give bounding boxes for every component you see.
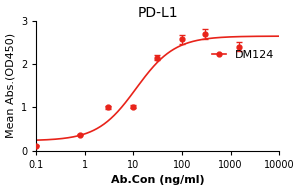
Title: PD-L1: PD-L1 (137, 6, 178, 19)
Y-axis label: Mean Abs.(OD450): Mean Abs.(OD450) (6, 33, 16, 138)
Legend: DM124: DM124 (208, 46, 278, 65)
X-axis label: Ab.Con (ng/ml): Ab.Con (ng/ml) (111, 176, 205, 185)
